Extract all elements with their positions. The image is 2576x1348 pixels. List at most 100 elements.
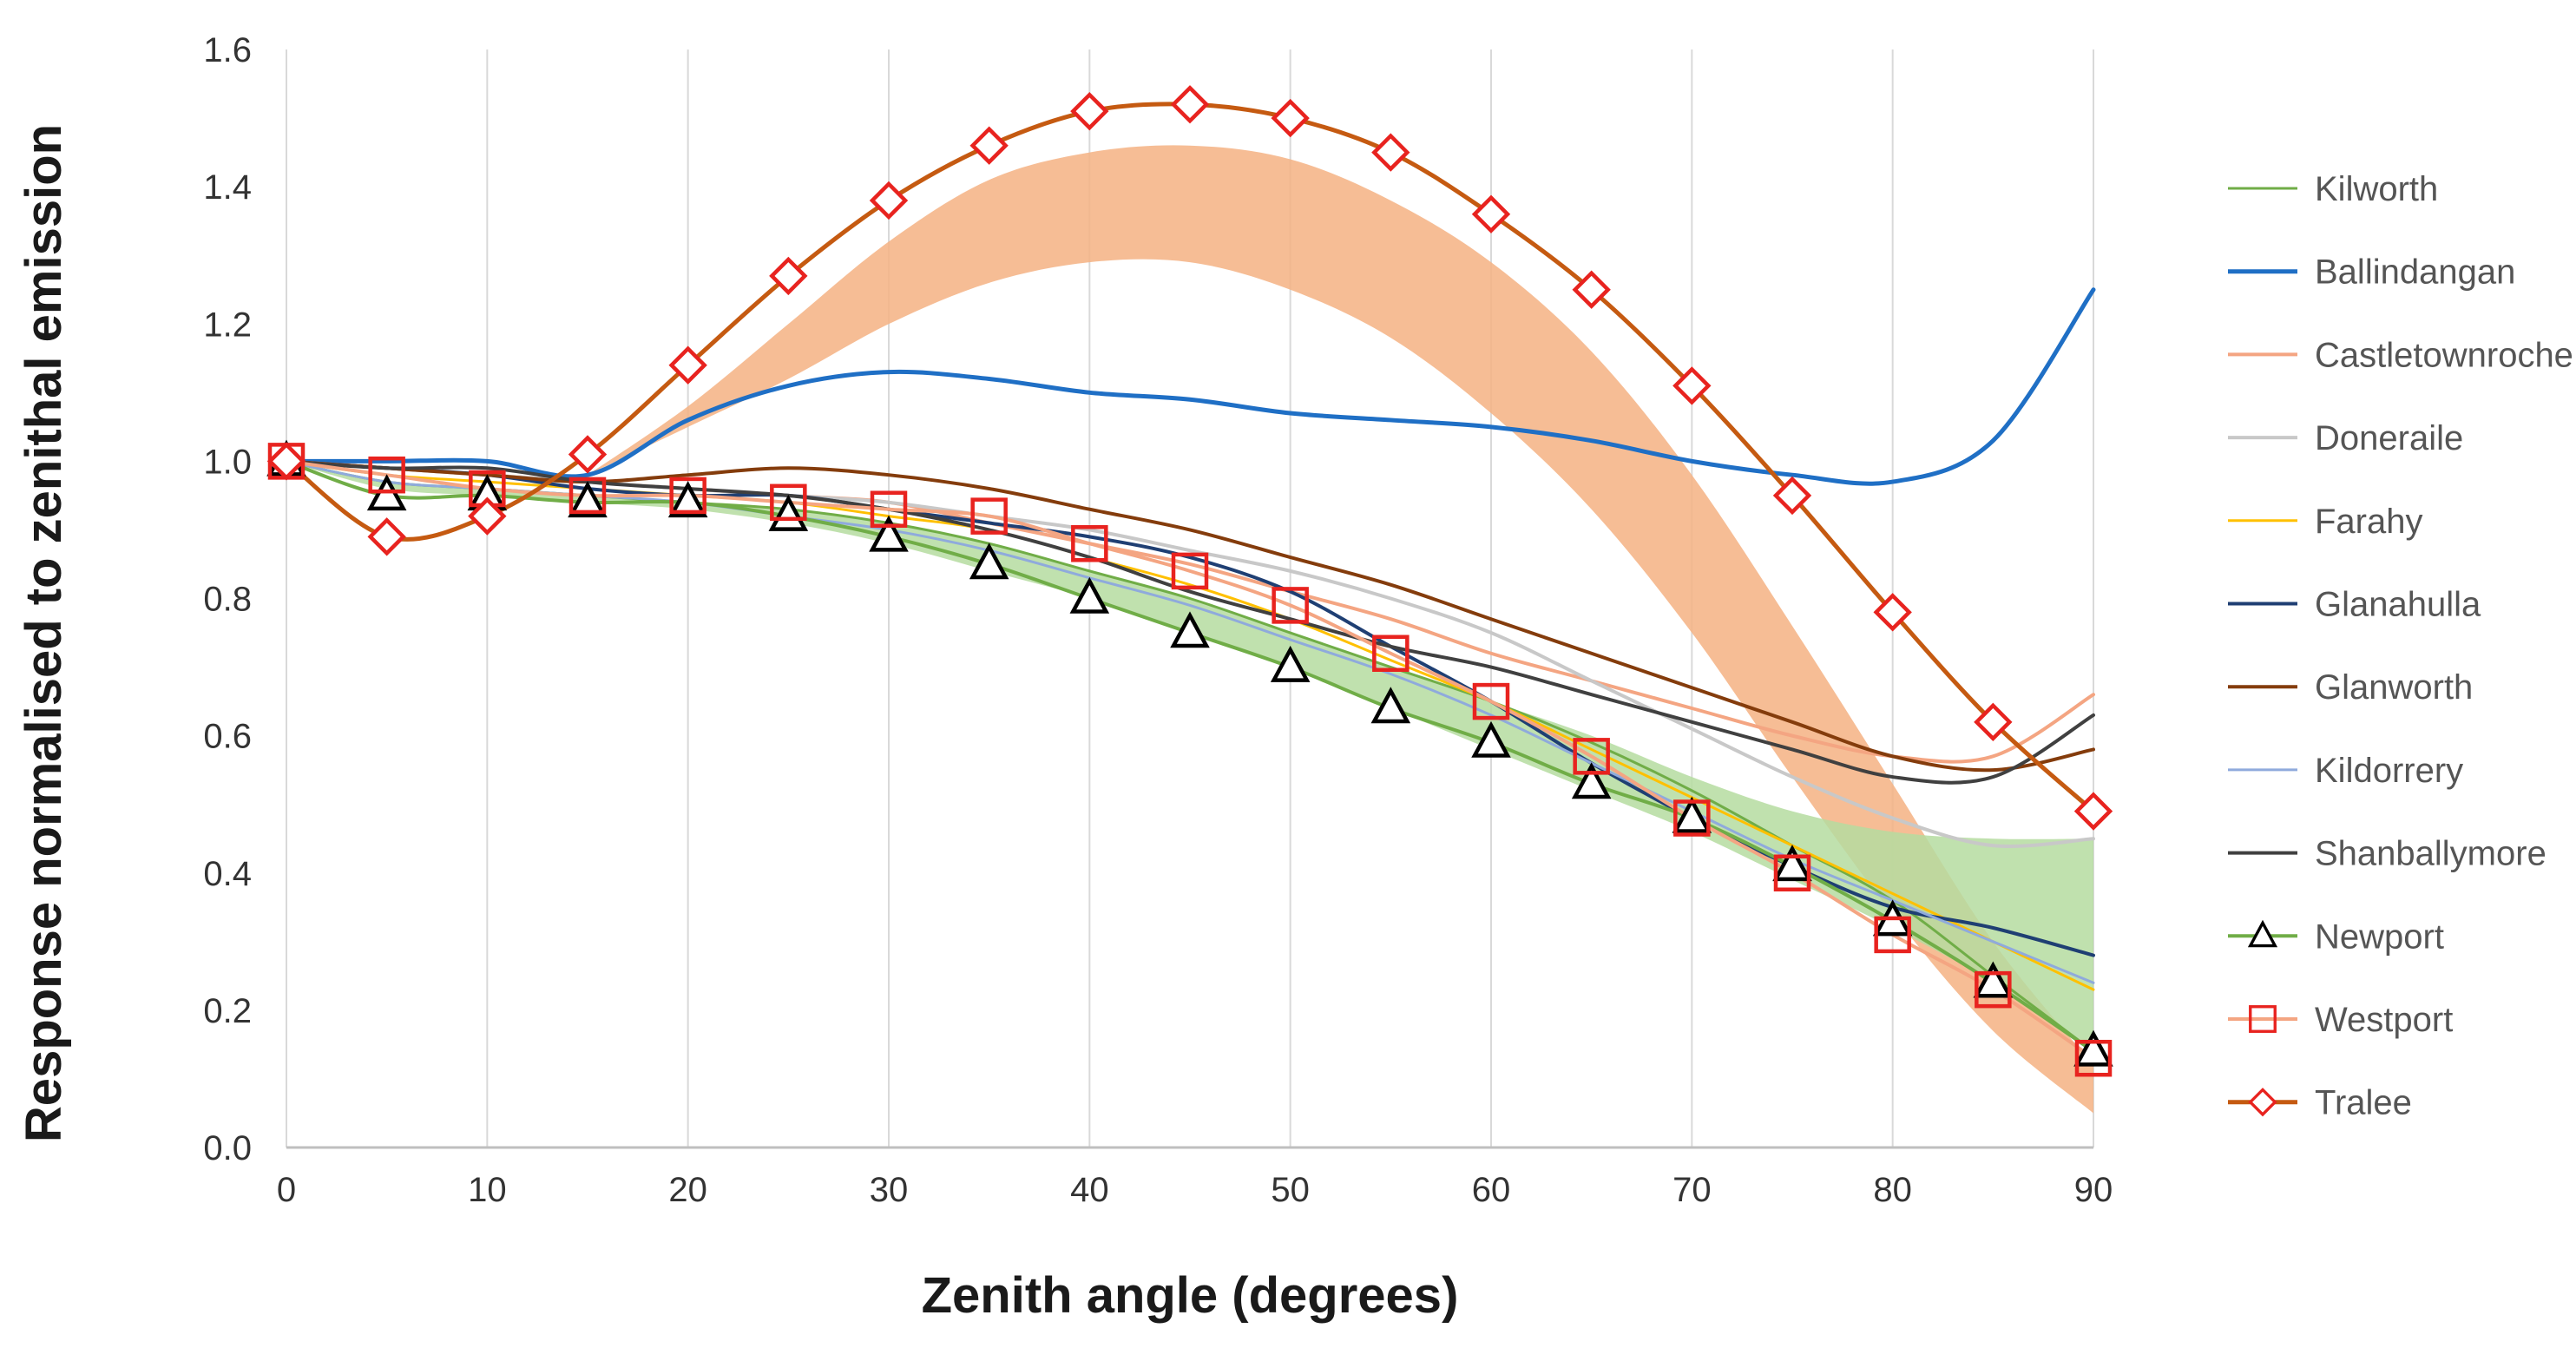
orange-band xyxy=(588,145,2093,1114)
marker-westport-35 xyxy=(970,497,1008,535)
legend-label-kildorrery: Kildorrery xyxy=(2315,752,2463,790)
marker-newport-85 xyxy=(1973,961,2014,998)
marker-westport-65 xyxy=(1573,738,1610,775)
marker-newport-40 xyxy=(1069,576,1110,614)
y-tick-label-8: 1.6 xyxy=(203,31,252,69)
y-tick-label-0: 0.0 xyxy=(203,1129,252,1167)
marker-westport-85 xyxy=(1975,970,2012,1009)
marker-newport-25 xyxy=(768,494,809,531)
marker-westport-90 xyxy=(2074,1039,2113,1077)
marker-newport-60 xyxy=(1471,720,1511,758)
range-bands xyxy=(286,145,2093,1114)
marker-tralee-85 xyxy=(1974,702,2013,741)
y-axis-title: Response normalised to zenithal emission xyxy=(16,124,72,1142)
marker-westport-30 xyxy=(870,490,908,528)
marker-westport-80 xyxy=(1874,916,1911,954)
marker-tralee-45 xyxy=(1170,85,1210,124)
legend-item-shanballymore: Shanballymore xyxy=(2228,835,2546,873)
x-tick-label-80: 80 xyxy=(1873,1171,1912,1209)
marker-tralee-70 xyxy=(1672,366,1712,405)
legend-item-glanworth: Glanworth xyxy=(2228,668,2473,707)
marker-newport-35 xyxy=(969,542,1009,580)
marker-westport-60 xyxy=(1472,682,1510,720)
marker-tralee-90 xyxy=(2073,792,2113,831)
marker-newport-75 xyxy=(1772,845,1812,882)
legend-item-tralee: Tralee xyxy=(2228,1084,2412,1122)
marker-westport-25 xyxy=(770,483,807,522)
marker-westport-75 xyxy=(1773,854,1811,891)
marker-tralee-35 xyxy=(969,126,1009,165)
x-tick-label-70: 70 xyxy=(1672,1171,1712,1209)
marker-newport-50 xyxy=(1270,645,1311,682)
legend-label-westport: Westport xyxy=(2315,1001,2453,1039)
x-tick-label-90: 90 xyxy=(2074,1171,2113,1209)
legend-marker-shape-tralee xyxy=(2248,1088,2277,1117)
marker-westport-70 xyxy=(1673,799,1711,837)
marker-newport-45 xyxy=(1170,611,1210,648)
legend-label-kilworth: Kilworth xyxy=(2315,170,2438,208)
marker-tralee-30 xyxy=(869,181,909,220)
x-axis-tick-labels: 0 10 20 30 40 50 60 70 80 90 xyxy=(277,1171,2113,1209)
marker-tralee-5 xyxy=(367,517,406,556)
legend-item-ballindangan: Ballindangan xyxy=(2228,253,2515,292)
marker-tralee-55 xyxy=(1371,133,1410,172)
marker-westport-20 xyxy=(669,477,706,515)
legend-item-doneraile: Doneraile xyxy=(2228,419,2463,457)
marker-newport-65 xyxy=(1571,762,1612,799)
x-tick-label-0: 0 xyxy=(277,1171,296,1209)
marker-tralee-80 xyxy=(1873,593,1912,632)
legend-label-farahy: Farahy xyxy=(2315,503,2423,541)
marker-westport-40 xyxy=(1071,525,1108,562)
marker-newport-30 xyxy=(869,515,909,552)
legend-item-farahy: Farahy xyxy=(2228,503,2423,541)
marker-westport-5 xyxy=(368,456,405,494)
y-tick-label-1: 0.2 xyxy=(203,992,252,1030)
plot-area xyxy=(266,49,2113,1149)
marker-tralee-15 xyxy=(568,435,608,474)
legend-label-shanballymore: Shanballymore xyxy=(2315,835,2546,873)
legend-marker-shape-newport xyxy=(2247,919,2278,948)
y-tick-label-7: 1.4 xyxy=(203,168,252,207)
y-tick-label-6: 1.2 xyxy=(203,306,252,344)
legend-item-newport: Newport xyxy=(2228,917,2444,956)
marker-tralee-60 xyxy=(1471,194,1511,233)
series-line-doneraile xyxy=(285,459,2095,848)
legend-label-castletownroche: Castletownroche xyxy=(2315,336,2573,374)
y-axis-tick-labels: 0.0 0.2 0.4 0.6 0.8 1.0 1.2 1.4 1.6 xyxy=(203,31,252,1167)
marker-tralee-75 xyxy=(1772,476,1812,516)
marker-newport-90 xyxy=(2073,1029,2113,1067)
legend-item-castletownroche: Castletownroche xyxy=(2228,336,2573,374)
marker-tralee-50 xyxy=(1271,98,1310,138)
y-tick-label-2: 0.4 xyxy=(203,855,252,893)
x-tick-label-40: 40 xyxy=(1070,1171,1109,1209)
legend-label-ballindangan: Ballindangan xyxy=(2315,253,2515,292)
marker-newport-20 xyxy=(667,481,708,518)
marker-tralee-40 xyxy=(1070,91,1109,131)
x-tick-label-50: 50 xyxy=(1271,1171,1310,1209)
legend: Kilworth Ballindangan Castletownroche Doner… xyxy=(2228,170,2573,1122)
marker-newport-55 xyxy=(1370,687,1411,724)
legend-marker-tralee xyxy=(2248,1088,2277,1117)
marker-tralee-25 xyxy=(769,256,808,296)
x-tick-label-60: 60 xyxy=(1472,1171,1511,1209)
marker-westport-50 xyxy=(1272,587,1309,624)
marker-newport-70 xyxy=(1672,796,1712,833)
legend-item-glanahulla: Glanahulla xyxy=(2228,586,2481,624)
marker-tralee-10 xyxy=(468,496,507,536)
x-tick-label-20: 20 xyxy=(668,1171,707,1209)
marker-tralee-20 xyxy=(668,345,707,385)
legend-marker-westport xyxy=(2249,1005,2277,1033)
marker-tralee-0 xyxy=(266,442,306,481)
legend-label-glanahulla: Glanahulla xyxy=(2315,586,2481,624)
series-line-ballindangan xyxy=(284,287,2096,486)
legend-label-glanworth: Glanworth xyxy=(2315,668,2473,707)
x-tick-label-30: 30 xyxy=(870,1171,909,1209)
marker-newport-15 xyxy=(568,481,608,518)
marker-tralee-65 xyxy=(1572,270,1611,309)
legend-marker-newport xyxy=(2247,919,2278,948)
y-tick-label-5: 1.0 xyxy=(203,443,252,481)
marker-westport-15 xyxy=(568,477,607,515)
series-markers xyxy=(266,85,2113,1077)
legend-item-kilworth: Kilworth xyxy=(2228,170,2438,208)
